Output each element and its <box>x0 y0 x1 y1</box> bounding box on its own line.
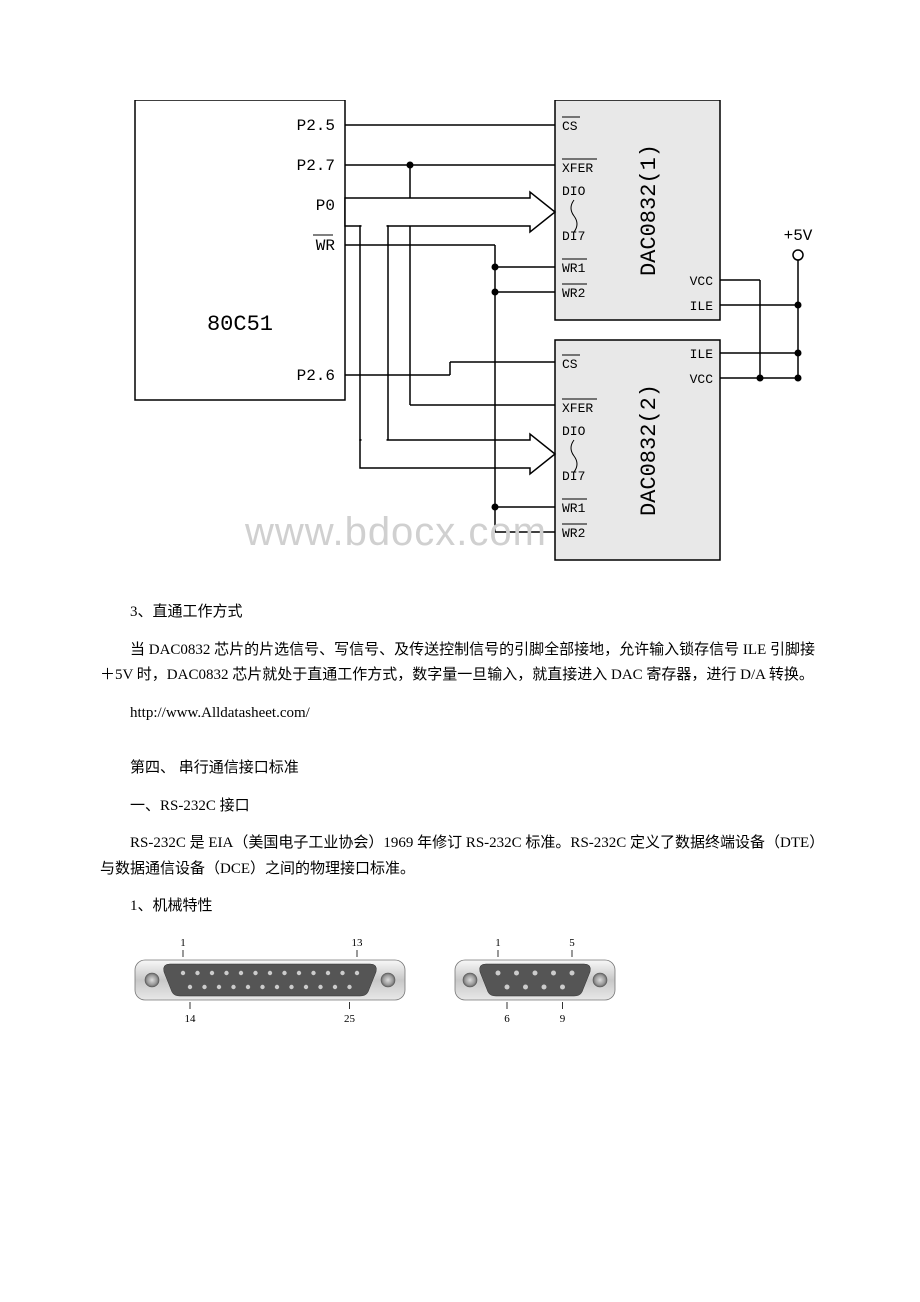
dac2-di7: DI7 <box>562 469 585 484</box>
section4-title: 第四、 串行通信接口标准 <box>100 756 820 782</box>
dac2-cs: CS <box>562 357 578 372</box>
section3-title: 3、直通工作方式 <box>100 600 820 626</box>
circuit-diagram: 80C51 P2.5 P2.7 P0 WR P2.6 DAC0832(1) CS… <box>100 100 820 580</box>
mcu-pin-p26: P2.6 <box>297 367 335 385</box>
diagram-svg: 80C51 P2.5 P2.7 P0 WR P2.6 DAC0832(1) CS… <box>100 100 820 580</box>
dac2-ile: ILE <box>690 347 714 362</box>
mcu-pin-wr: WR <box>316 237 336 255</box>
datasheet-url: http://www.Alldatasheet.com/ <box>100 701 820 727</box>
bus-arrow-2 <box>360 434 555 474</box>
dac1-label: DAC0832(1) <box>637 144 662 276</box>
db25-bl: 14 <box>185 1013 197 1025</box>
dac1-ile: ILE <box>690 299 714 314</box>
dac1-wr1: WR1 <box>562 261 586 276</box>
dac1-di7: DI7 <box>562 229 585 244</box>
db25-connector: 1 13 <box>130 932 410 1032</box>
db25-tr: 13 <box>352 937 364 949</box>
connectors-row: 1 13 <box>100 932 820 1032</box>
db9-bl: 6 <box>504 1013 510 1025</box>
dac2-label: DAC0832(2) <box>637 384 662 516</box>
dac2-dio: DIO <box>562 424 586 439</box>
db9-tl: 1 <box>495 937 501 949</box>
dac2-wr2: WR2 <box>562 526 585 541</box>
supply-label: +5V <box>784 227 813 245</box>
dac1-dio: DIO <box>562 184 586 199</box>
dac2-wr1: WR1 <box>562 501 586 516</box>
db25-tl: 1 <box>180 937 186 949</box>
dac1-cs: CS <box>562 119 578 134</box>
dac2-xfer: XFER <box>562 401 593 416</box>
section4-sub2: 1、机械特性 <box>100 894 820 920</box>
mcu-box <box>135 100 345 400</box>
dac2-vcc: VCC <box>690 372 714 387</box>
mcu-label: 80C51 <box>207 312 273 337</box>
db9-br: 9 <box>560 1013 566 1025</box>
db9-tr: 5 <box>569 937 575 949</box>
section3-body: 当 DAC0832 芯片的片选信号、写信号、及传送控制信号的引脚全部接地，允许输… <box>100 638 820 689</box>
mcu-pin-p0: P0 <box>316 197 335 215</box>
section4-sub1: 一、RS-232C 接口 <box>100 794 820 820</box>
db25-br: 25 <box>344 1013 356 1025</box>
dac1-vcc: VCC <box>690 274 714 289</box>
dac1-wr2: WR2 <box>562 286 585 301</box>
supply-ring <box>793 250 803 260</box>
dac1-xfer: XFER <box>562 161 593 176</box>
mcu-pin-p25: P2.5 <box>297 117 335 135</box>
section4-body: RS-232C 是 EIA（美国电子工业协会）1969 年修订 RS-232C … <box>100 831 820 882</box>
mcu-pin-p27: P2.7 <box>297 157 335 175</box>
db9-connector: 1 5 6 9 <box>450 932 620 1032</box>
